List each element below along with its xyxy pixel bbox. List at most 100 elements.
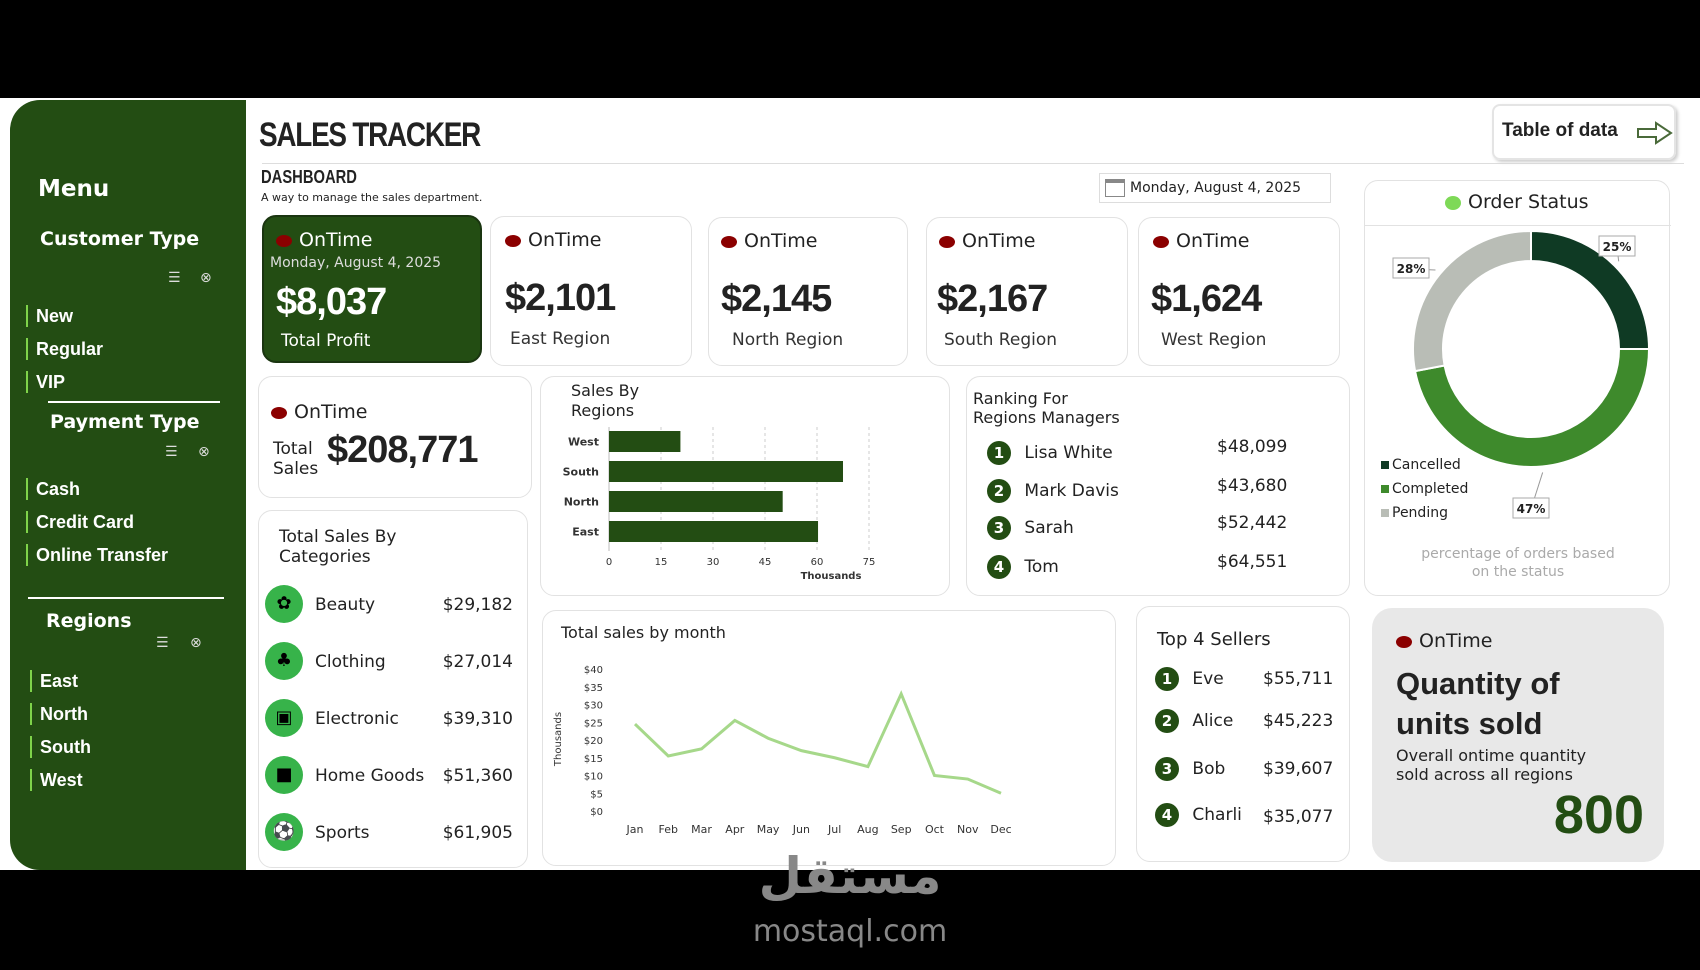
north-label: North Region [732,330,844,350]
data-label: 25% [1603,240,1632,254]
quantity-description: Overall ontime quantity sold across all r… [1396,746,1587,784]
header-divider [262,163,1684,164]
seller-value: $35,077 [1263,807,1334,827]
status-indicator: OnTime [721,230,818,252]
y-tick-label: $5 [590,789,603,800]
payment-type-title: Payment Type [50,411,200,433]
calendar-icon [1105,179,1125,197]
dashboard-subtitle: DASHBOARD [261,167,357,187]
status-dot [721,235,737,248]
multi-select-icon[interactable]: ☰ [165,444,178,460]
ranking-title: Ranking For Regions Managers [973,389,1120,427]
status-indicator: OnTime [1153,230,1250,252]
sales-by-region-title: Sales By Regions [571,381,640,420]
y-tick-label: $40 [584,665,603,676]
south-region-card: OnTime $2,167 South Region [926,217,1128,366]
watermark-logo: مستقل [758,847,942,905]
order-status-title: Order Status [1445,191,1589,213]
total-profit-card: OnTime Monday, August 4, 2025 $8,037 Tot… [262,215,482,363]
seller-row: 4 Charli [1155,803,1242,827]
slicer-item-regular[interactable]: Regular [26,338,103,360]
y-tick-label: North [564,496,599,509]
seller-row: 3 Bob [1155,757,1225,781]
manager-row: 1 Lisa White [987,441,1113,465]
status-indicator: OnTime [1396,630,1493,652]
slicer-item-vip[interactable]: VIP [26,371,65,393]
ranking-card: Ranking For Regions Managers 1 Lisa White… [966,376,1350,596]
bar [609,461,843,482]
seller-row: 2 Alice [1155,709,1233,733]
order-status-donut: 25% 47% 28% [1392,229,1651,519]
clear-filter-icon[interactable]: ⊗ [200,270,212,286]
slicer-item-online-transfer[interactable]: Online Transfer [26,544,168,566]
customer-type-title: Customer Type [40,228,200,250]
y-tick-label: $15 [584,754,603,765]
date-picker[interactable]: Monday, August 4, 2025 [1099,173,1331,203]
dashboard-description: A way to manage the sales department. [261,191,483,204]
profit-label: Total Profit [281,331,371,351]
slicer-item-cash[interactable]: Cash [26,478,80,500]
arrow-right-icon [1637,121,1673,145]
y-tick-label: $0 [590,807,603,818]
clear-filter-icon[interactable]: ⊗ [190,635,202,651]
clear-filter-icon[interactable]: ⊗ [198,444,210,460]
status-indicator: OnTime [505,229,602,251]
category-row: ■ Home Goods $51,360 [259,756,529,796]
manager-value: $48,099 [1217,437,1288,457]
x-tick-label: Mar [691,823,712,836]
manager-row: 3 Sarah [987,516,1074,540]
monthly-sales-title: Total sales by month [561,623,726,642]
monthly-sales-chart: $0 $5 $10 $15 $20 $25 $30 $35 $40 Thousands Jan Feb… [553,665,1012,836]
slicer-item-south[interactable]: South [30,736,91,758]
sports-icon: ⚽ [265,813,303,851]
slicer-item-west[interactable]: West [30,769,83,791]
manager-value: $64,551 [1217,552,1288,572]
category-row: ✿ Beauty $29,182 [259,585,529,625]
y-tick-label: $25 [584,718,603,729]
legend-completed: Completed [1381,477,1468,501]
quantity-title: Quantity of units sold [1396,666,1560,741]
multi-select-icon[interactable]: ☰ [168,270,181,286]
total-sales-card: OnTime Total Sales $208,771 [258,376,532,498]
x-tick-label: 30 [707,557,720,568]
multi-select-icon[interactable]: ☰ [156,635,169,651]
quantity-card: OnTime Quantity of units sold Overall ont… [1372,608,1664,862]
table-of-data-button[interactable]: Table of data [1492,104,1676,160]
status-dot [1396,635,1412,648]
west-value: $1,624 [1151,278,1262,320]
slicer-item-credit-card[interactable]: Credit Card [26,511,134,533]
slicer-item-east[interactable]: East [30,670,78,692]
x-tick-label: Feb [659,823,678,836]
status-indicator: OnTime [271,401,368,423]
category-value: $27,014 [442,652,513,672]
category-value: $61,905 [442,823,513,843]
x-tick-label: May [757,823,780,836]
status-dot [939,235,955,248]
x-tick-label: 0 [606,557,612,568]
menu-title: Menu [38,176,110,202]
table-button-label: Table of data [1502,120,1618,141]
seller-value: $39,607 [1263,759,1334,779]
donut-slice [1413,348,1651,468]
seller-value: $45,223 [1263,711,1334,731]
x-tick-label: Dec [990,823,1011,836]
total-sales-label: Total Sales [273,439,319,479]
monthly-sales-card: Total sales by month $0 $5 $10 $15 $20 $25 $30… [542,610,1116,866]
date-text: Monday, August 4, 2025 [1130,180,1302,196]
category-name: Clothing [315,652,386,672]
x-tick-label: 15 [655,557,668,568]
y-tick-label: West [568,436,599,449]
manager-row: 4 Tom [987,555,1059,579]
category-row: ▣ Electronic $39,310 [259,699,529,739]
slicer-item-new[interactable]: New [26,305,73,327]
donut-slice [1412,229,1532,373]
y-axis-label: Thousands [553,712,564,767]
status-dot [276,234,292,247]
category-name: Beauty [315,595,376,615]
top-sellers-card: Top 4 Sellers 1 Eve $55,711 2 Alice $45,… [1136,606,1350,862]
seller-row: 1 Eve [1155,667,1224,691]
slicer-item-north[interactable]: North [30,703,88,725]
total-sales-value: $208,771 [327,429,478,471]
x-tick-label: Oct [925,823,945,836]
east-region-card: OnTime $2,101 East Region [490,216,692,366]
